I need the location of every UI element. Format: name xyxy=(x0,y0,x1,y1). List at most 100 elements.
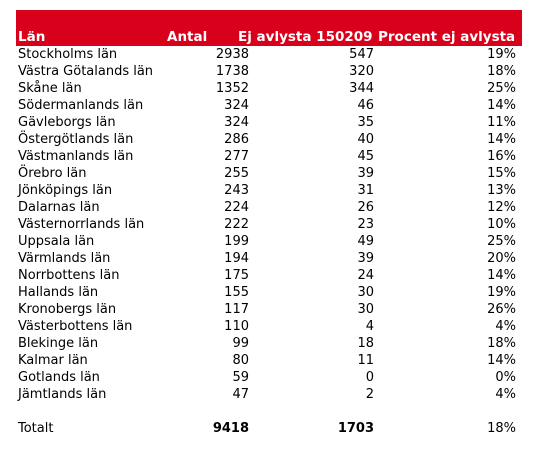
cell-pct: 19% xyxy=(487,285,516,300)
cell-ej: 45 xyxy=(357,149,374,164)
cell-antal: 324 xyxy=(224,115,249,130)
cell-ej: 26 xyxy=(357,200,374,215)
total-row: Totalt 9418 1703 18% xyxy=(16,420,522,437)
cell-lan: Västernorrlands län xyxy=(18,217,145,232)
cell-antal: 243 xyxy=(224,183,249,198)
cell-antal: 1352 xyxy=(215,81,249,96)
table-row: Kronobergs län 117 30 26% xyxy=(16,301,522,318)
table-row: Skåne län 1352 344 25% xyxy=(16,80,522,97)
cell-pct: 4% xyxy=(495,319,516,334)
cell-antal: 255 xyxy=(224,166,249,181)
table-row: Jönköpings län 243 31 13% xyxy=(16,182,522,199)
cell-pct: 4% xyxy=(495,387,516,402)
cell-ej: 0 xyxy=(365,370,374,385)
cell-pct: 14% xyxy=(487,98,516,113)
header-antal: Antal xyxy=(167,29,208,45)
cell-antal: 155 xyxy=(224,285,249,300)
cell-lan: Södermanlands län xyxy=(18,98,144,113)
cell-antal: 99 xyxy=(232,336,249,351)
cell-ej: 30 xyxy=(357,285,374,300)
cell-ej: 18 xyxy=(357,336,374,351)
cell-pct: 25% xyxy=(487,81,516,96)
table-row: Värmlands län 194 39 20% xyxy=(16,250,522,267)
table-body: Stockholms län 2938 547 19% Västra Götalands… xyxy=(16,46,522,403)
cell-lan: Örebro län xyxy=(18,166,87,181)
cell-ej: 39 xyxy=(357,251,374,266)
cell-antal: 199 xyxy=(224,234,249,249)
cell-ej: 11 xyxy=(357,353,374,368)
table-row: Hallands län 155 30 19% xyxy=(16,284,522,301)
cell-antal: 117 xyxy=(224,302,249,317)
table-row: Stockholms län 2938 547 19% xyxy=(16,46,522,63)
table-header: Län Antal Ej avlysta 150209 Procent ej a… xyxy=(16,10,522,46)
table-row: Södermanlands län 324 46 14% xyxy=(16,97,522,114)
cell-ej: 23 xyxy=(357,217,374,232)
cell-antal: 175 xyxy=(224,268,249,283)
cell-lan: Dalarnas län xyxy=(18,200,100,215)
cell-pct: 12% xyxy=(487,200,516,215)
cell-antal: 224 xyxy=(224,200,249,215)
table-row: Gävleborgs län 324 35 11% xyxy=(16,114,522,131)
table-row: Kalmar län 80 11 14% xyxy=(16,352,522,369)
table-row: Västerbottens län 110 4 4% xyxy=(16,318,522,335)
county-table: Län Antal Ej avlysta 150209 Procent ej a… xyxy=(16,10,522,437)
cell-pct: 25% xyxy=(487,234,516,249)
cell-antal: 2938 xyxy=(215,47,249,62)
cell-lan: Uppsala län xyxy=(18,234,95,249)
cell-lan: Hallands län xyxy=(18,285,99,300)
cell-lan: Västmanlands län xyxy=(18,149,134,164)
cell-pct: 13% xyxy=(487,183,516,198)
table-row: Uppsala län 199 49 25% xyxy=(16,233,522,250)
cell-antal: 47 xyxy=(232,387,249,402)
cell-lan: Jämtlands län xyxy=(18,387,107,402)
cell-pct: 14% xyxy=(487,132,516,147)
cell-antal: 80 xyxy=(232,353,249,368)
cell-pct: 0% xyxy=(495,370,516,385)
cell-lan: Jönköpings län xyxy=(18,183,113,198)
cell-lan: Blekinge län xyxy=(18,336,99,351)
cell-antal: 324 xyxy=(224,98,249,113)
cell-antal: 59 xyxy=(232,370,249,385)
cell-antal: 110 xyxy=(224,319,249,334)
table-row: Örebro län 255 39 15% xyxy=(16,165,522,182)
cell-lan: Skåne län xyxy=(18,81,82,96)
cell-pct: 20% xyxy=(487,251,516,266)
cell-pct: 18% xyxy=(487,336,516,351)
cell-ej: 39 xyxy=(357,166,374,181)
cell-ej: 35 xyxy=(357,115,374,130)
cell-lan: Värmlands län xyxy=(18,251,111,266)
table-row: Blekinge län 99 18 18% xyxy=(16,335,522,352)
cell-lan: Gotlands län xyxy=(18,370,100,385)
total-ej: 1703 xyxy=(337,421,374,436)
cell-lan: Stockholms län xyxy=(18,47,118,62)
table-row: Dalarnas län 224 26 12% xyxy=(16,199,522,216)
header-procent: Procent ej avlysta xyxy=(378,29,516,45)
table-row: Jämtlands län 47 2 4% xyxy=(16,386,522,403)
cell-pct: 19% xyxy=(487,47,516,62)
cell-pct: 15% xyxy=(487,166,516,181)
table-row: Västra Götalands län 1738 320 18% xyxy=(16,63,522,80)
cell-ej: 30 xyxy=(357,302,374,317)
cell-lan: Gävleborgs län xyxy=(18,115,116,130)
cell-pct: 11% xyxy=(487,115,516,130)
cell-lan: Kronobergs län xyxy=(18,302,117,317)
cell-pct: 18% xyxy=(487,64,516,79)
cell-pct: 14% xyxy=(487,353,516,368)
cell-pct: 10% xyxy=(487,217,516,232)
cell-ej: 4 xyxy=(365,319,374,334)
table-spacer xyxy=(16,403,522,420)
cell-antal: 1738 xyxy=(215,64,249,79)
cell-antal: 222 xyxy=(224,217,249,232)
header-ej-avlysta: Ej avlysta 150209 xyxy=(238,29,373,45)
cell-ej: 2 xyxy=(365,387,374,402)
cell-lan: Östergötlands län xyxy=(18,132,134,147)
cell-lan: Västerbottens län xyxy=(18,319,133,334)
cell-pct: 16% xyxy=(487,149,516,164)
table-row: Västernorrlands län 222 23 10% xyxy=(16,216,522,233)
cell-ej: 49 xyxy=(357,234,374,249)
cell-ej: 547 xyxy=(349,47,374,62)
cell-pct: 26% xyxy=(487,302,516,317)
cell-antal: 286 xyxy=(224,132,249,147)
cell-antal: 277 xyxy=(224,149,249,164)
cell-lan: Västra Götalands län xyxy=(18,64,154,79)
